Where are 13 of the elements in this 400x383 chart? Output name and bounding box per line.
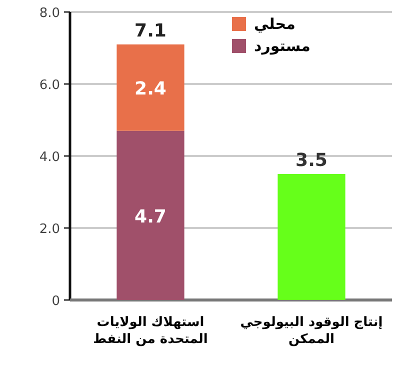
y-tick-label: 6.0 <box>39 78 60 93</box>
data-label: 4.7 <box>134 206 166 228</box>
y-tick-label: 8.0 <box>39 6 60 21</box>
total-label: 7.1 <box>134 20 166 42</box>
legend-label: محلي <box>254 14 296 34</box>
x-tick-label: استهلاك الولايات المتحدة من النفط <box>92 314 209 348</box>
data-label: 2.4 <box>134 78 166 100</box>
x-tick-label: إنتاج الوقود البيولوجي الممكن <box>239 314 384 348</box>
legend-label: مستورد <box>254 36 310 56</box>
y-tick-label: 0 <box>52 294 60 309</box>
y-tick-label: 4.0 <box>39 150 60 165</box>
data-label: 3.5 <box>296 150 328 171</box>
y-tick-label: 2.0 <box>39 222 60 237</box>
